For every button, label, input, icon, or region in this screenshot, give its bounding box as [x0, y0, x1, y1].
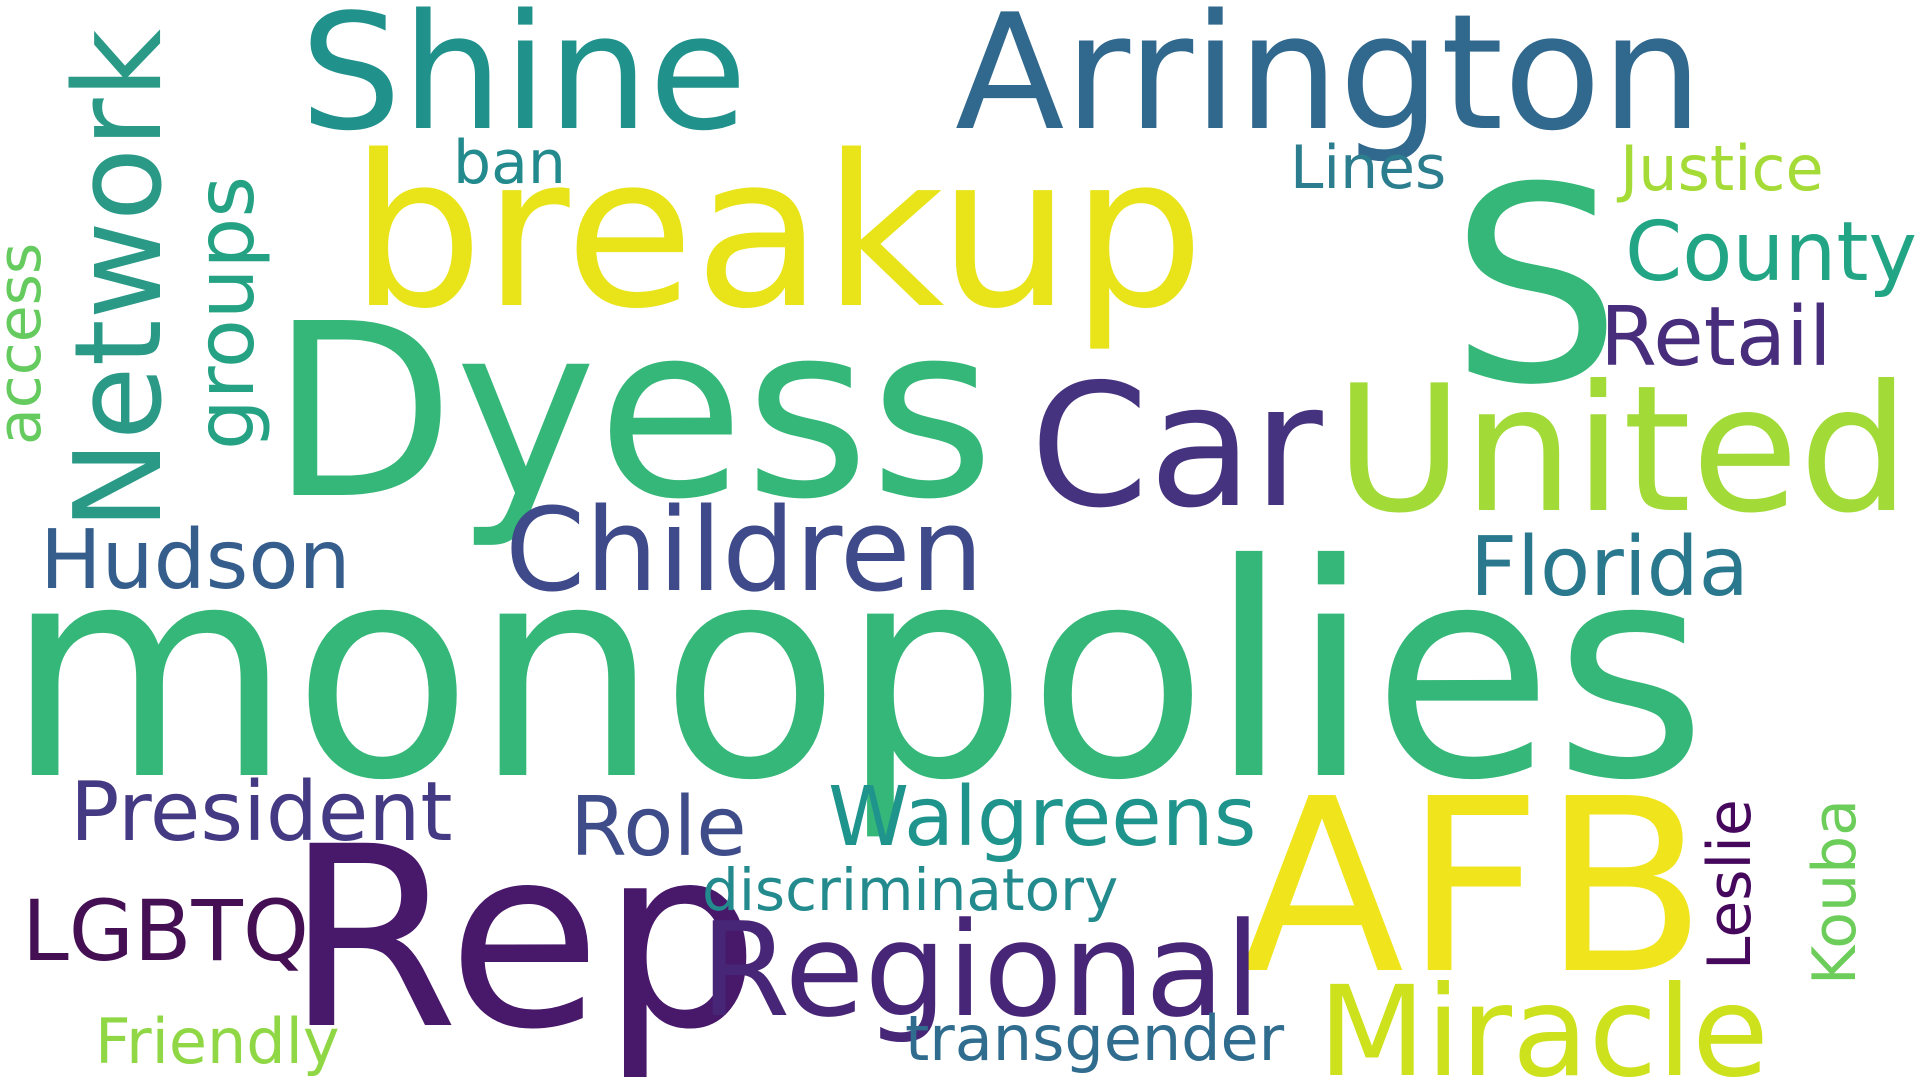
word-county: County	[1625, 205, 1917, 300]
word-kouba: Kouba	[1800, 799, 1870, 985]
word-united: United	[1335, 349, 1910, 552]
word-rep: Rep	[285, 793, 760, 1080]
word-car: Car	[1030, 348, 1323, 546]
word-florida: Florida	[1470, 520, 1749, 615]
word-discriminatory: discriminatory	[702, 856, 1118, 924]
word-lgbtq: LGBTQ	[22, 882, 309, 980]
word-retail: Retail	[1600, 290, 1832, 385]
word-transgender: transgender	[905, 1002, 1285, 1075]
word-justice: Justice	[1616, 132, 1824, 205]
word-ban: ban	[453, 128, 566, 198]
word-dyess: Dyess	[270, 272, 995, 552]
word-breakup: breakup	[350, 110, 1204, 355]
word-walgreens: Walgreens	[828, 770, 1256, 865]
word-president: President	[70, 765, 453, 860]
word-hudson: Hudson	[40, 513, 351, 608]
word-leslie: Leslie	[1695, 799, 1765, 970]
word-children: Children	[505, 484, 983, 618]
word-friendly: Friendly	[95, 1005, 340, 1078]
word-network: Network	[50, 28, 189, 530]
word-afb: AFB	[1240, 747, 1707, 1027]
word-regional: Regional	[700, 894, 1261, 1046]
word-miracle: Miracle	[1318, 960, 1769, 1080]
word-arrington: Arrington	[955, 0, 1703, 166]
word-groups: groups	[179, 176, 272, 450]
word-role: Role	[570, 780, 747, 875]
word-s: S	[1450, 129, 1621, 444]
word-shine: Shine	[300, 0, 747, 166]
word-lines: Lines	[1290, 133, 1446, 203]
word-access: access	[0, 243, 55, 445]
word-monopolies: monopolies	[5, 501, 1707, 845]
